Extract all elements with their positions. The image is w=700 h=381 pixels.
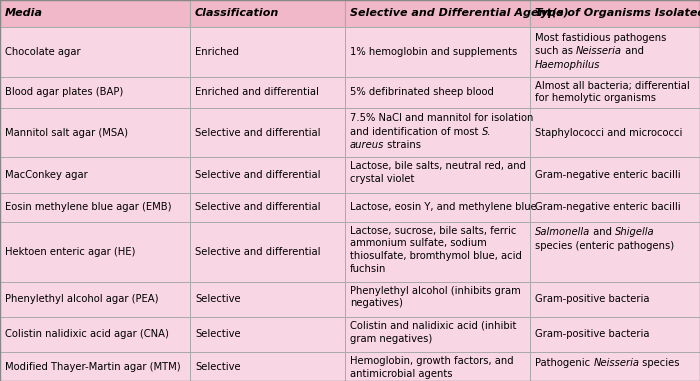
Bar [0,0,190,27]
Text: Chocolate agar: Chocolate agar [5,47,80,57]
Text: Blood agar plates (BAP): Blood agar plates (BAP) [5,87,123,97]
Text: Selective and differential: Selective and differential [195,247,321,256]
Text: Haemophilus: Haemophilus [535,60,601,70]
Text: strains: strains [384,141,421,150]
Bar [530,317,700,352]
Text: Neisseria: Neisseria [594,358,639,368]
Bar [190,222,345,282]
Bar [345,352,530,381]
Bar [190,192,345,222]
Text: Modified Thayer-Martin agar (MTM): Modified Thayer-Martin agar (MTM) [5,362,181,371]
Text: Neisseria: Neisseria [576,46,622,56]
Text: Colistin nalidixic acid agar (CNA): Colistin nalidixic acid agar (CNA) [5,330,169,339]
Text: Enriched: Enriched [195,47,239,57]
Bar [0,192,190,222]
Bar [0,317,190,352]
Bar [530,108,700,157]
Text: Selective: Selective [195,294,241,304]
Text: 5% defibrinated sheep blood: 5% defibrinated sheep blood [350,87,494,97]
Text: MacConkey agar: MacConkey agar [5,170,88,180]
Text: Lactose, eosin Y, and methylene blue: Lactose, eosin Y, and methylene blue [350,202,537,212]
Bar [0,27,190,77]
Bar [345,192,530,222]
Text: Selective and Differential Agent(s): Selective and Differential Agent(s) [350,8,568,18]
Text: Eosin methylene blue agar (EMB): Eosin methylene blue agar (EMB) [5,202,172,212]
Bar [530,222,700,282]
Text: Mannitol salt agar (MSA): Mannitol salt agar (MSA) [5,128,128,138]
Bar [345,108,530,157]
Bar [190,108,345,157]
Text: Selective: Selective [195,362,241,371]
Text: aureus: aureus [350,141,384,150]
Bar [530,282,700,317]
Text: Selective: Selective [195,330,241,339]
Text: Phenylethyl alcohol (inhibits gram
negatives): Phenylethyl alcohol (inhibits gram negat… [350,286,521,308]
Bar [0,222,190,282]
Bar [345,317,530,352]
Text: and identification of most: and identification of most [350,127,482,137]
Text: Almost all bacteria; differential
for hemolytic organisms: Almost all bacteria; differential for he… [535,81,690,103]
Bar [190,352,345,381]
Bar [0,157,190,192]
Text: such as: such as [535,46,576,56]
Text: Lactose, sucrose, bile salts, ferric
ammonium sulfate, sodium
thiosulfate, bromt: Lactose, sucrose, bile salts, ferric amm… [350,226,522,274]
Text: Classification: Classification [195,8,279,18]
Bar [0,352,190,381]
Bar [345,27,530,77]
Text: Phenylethyl alcohol agar (PEA): Phenylethyl alcohol agar (PEA) [5,294,158,304]
Bar [530,157,700,192]
Text: Enriched and differential: Enriched and differential [195,87,319,97]
Text: and: and [590,227,615,237]
Text: Salmonella: Salmonella [535,227,590,237]
Bar [190,157,345,192]
Text: and: and [622,46,644,56]
Bar [530,27,700,77]
Text: Media: Media [5,8,43,18]
Bar [530,77,700,108]
Text: Hektoen enteric agar (HE): Hektoen enteric agar (HE) [5,247,135,256]
Bar [345,0,530,27]
Text: Pathogenic: Pathogenic [535,358,594,368]
Text: S.: S. [482,127,491,137]
Bar [0,282,190,317]
Bar [190,0,345,27]
Text: 7.5% NaCl and mannitol for isolation: 7.5% NaCl and mannitol for isolation [350,114,533,123]
Text: 1% hemoglobin and supplements: 1% hemoglobin and supplements [350,47,517,57]
Bar [0,77,190,108]
Bar [190,317,345,352]
Text: Shigella: Shigella [615,227,655,237]
Text: Selective and differential: Selective and differential [195,170,321,180]
Bar [345,282,530,317]
Text: Gram-positive bacteria: Gram-positive bacteria [535,294,650,304]
Text: Gram-positive bacteria: Gram-positive bacteria [535,330,650,339]
Text: species (enteric pathogens): species (enteric pathogens) [535,241,674,251]
Bar [530,192,700,222]
Text: Staphylococci and micrococci: Staphylococci and micrococci [535,128,682,138]
Bar [345,222,530,282]
Bar [345,77,530,108]
Text: Colistin and nalidixic acid (inhibit
gram negatives): Colistin and nalidixic acid (inhibit gra… [350,321,517,344]
Text: Gram-negative enteric bacilli: Gram-negative enteric bacilli [535,202,680,212]
Bar [190,282,345,317]
Bar [190,77,345,108]
Text: Selective and differential: Selective and differential [195,128,321,138]
Text: species: species [639,358,680,368]
Text: Hemoglobin, growth factors, and
antimicrobial agents: Hemoglobin, growth factors, and antimicr… [350,356,514,379]
Text: Type of Organisms Isolated: Type of Organisms Isolated [535,8,700,18]
Text: Selective and differential: Selective and differential [195,202,321,212]
Text: Most fastidious pathogens: Most fastidious pathogens [535,33,666,43]
Bar [530,352,700,381]
Bar [0,108,190,157]
Bar [190,27,345,77]
Text: Gram-negative enteric bacilli: Gram-negative enteric bacilli [535,170,680,180]
Bar [530,0,700,27]
Text: Lactose, bile salts, neutral red, and
crystal violet: Lactose, bile salts, neutral red, and cr… [350,162,526,184]
Bar [345,157,530,192]
